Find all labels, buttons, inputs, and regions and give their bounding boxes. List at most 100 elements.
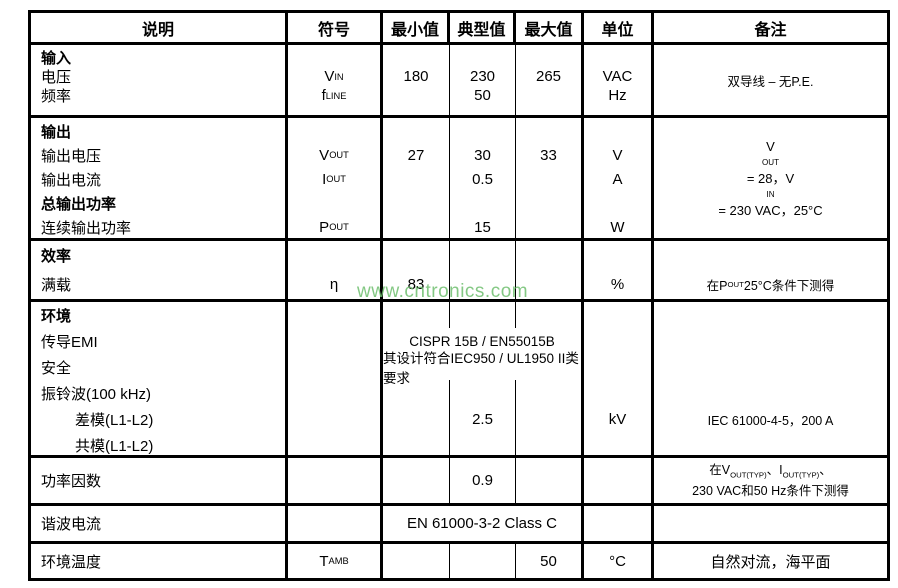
output-cont-power-symbol: P OUT <box>319 218 349 236</box>
power-factor-max-cell <box>516 458 584 503</box>
section-harmonic: 谐波电流 EN 61000-3-2 Class C <box>31 506 887 544</box>
input-voltage-label: 电压 <box>41 69 72 86</box>
ambient-note: 自然对流，海平面 <box>710 553 831 571</box>
output-voltage-unit: V <box>612 146 623 164</box>
output-voltage-label: 输出电压 <box>41 147 102 165</box>
spacer-line <box>288 48 380 67</box>
environment-unit-cell: kV <box>584 302 654 455</box>
input-voltage-max: 265 <box>535 68 562 85</box>
environment-title: 环境 <box>41 307 72 325</box>
input-frequency-label: 频率 <box>41 88 72 105</box>
output-desc-cell: 输出 输出电压 输出电流 总输出功率 连续输出功率 <box>31 118 288 238</box>
output-current-label: 输出电流 <box>41 171 102 189</box>
header-desc: 说明 <box>31 13 288 42</box>
spacer-line <box>584 241 651 270</box>
output-note: V OUT = 28，V IN = 230 VAC，25°C <box>718 138 823 218</box>
output-current-unit: A <box>612 170 623 188</box>
harmonic-symbol-cell <box>288 506 383 541</box>
input-desc-cell: 输入 电压 频率 <box>31 45 288 115</box>
input-frequency-typ: 50 <box>474 87 491 104</box>
ambient-min-cell <box>383 544 450 578</box>
output-cont-power-label: 连续输出功率 <box>41 219 132 237</box>
env-diff-mode-typ: 2.5 <box>472 410 493 428</box>
spacer-line <box>516 48 581 67</box>
output-max-cell: 33 <box>516 118 584 238</box>
env-diff-mode-label: 差模(L1-L2) <box>75 411 154 429</box>
env-ring-wave-label: 振铃波(100 kHz) <box>41 385 152 403</box>
spec-table: 说明 符号 最小值 典型值 最大值 单位 备注 输入 电压 频率 V IN f LI… <box>28 10 890 581</box>
spacer-line <box>654 241 887 270</box>
power-factor-note-line2: 230 VAC和50 Hz条件下测得 <box>692 484 849 499</box>
input-min-cell: 180 <box>383 45 450 115</box>
input-max-cell: 265 <box>516 45 584 115</box>
table-header-row: 说明 符号 最小值 典型值 最大值 单位 备注 <box>31 13 887 45</box>
section-output: 输出 输出电压 输出电流 总输出功率 连续输出功率 V OUT I OUT P OUT… <box>31 118 887 241</box>
ambient-symbol: T AMB <box>288 544 383 578</box>
environment-max-cell <box>516 302 584 455</box>
efficiency-unit-cell: % <box>584 241 654 299</box>
input-voltage-unit: VAC <box>602 68 633 85</box>
input-voltage-typ: 230 <box>469 68 496 85</box>
output-title: 输出 <box>41 123 72 141</box>
env-emi-label: 传导EMI <box>41 333 98 351</box>
output-symbol-cell: V OUT I OUT P OUT <box>288 118 383 238</box>
efficiency-max-cell <box>516 241 584 299</box>
output-current-typ: 0.5 <box>472 170 493 188</box>
env-safety-standard: 其设计符合IEC950 / UL1950 II类要求 <box>383 351 581 386</box>
efficiency-note-cell: 在P OUT 25°C条件下测得 <box>654 241 887 299</box>
power-factor-typ: 0.9 <box>450 458 516 503</box>
section-environment: 环境 传导EMI 安全 振铃波(100 kHz) 差模(L1-L2) 共模(L1… <box>31 302 887 458</box>
section-input: 输入 电压 频率 V IN f LINE 180 230 50 265 <box>31 45 887 118</box>
output-voltage-symbol: V OUT <box>319 146 349 164</box>
spacer-line <box>584 119 651 143</box>
environment-note-cell: IEC 61000-4-5，200 A <box>654 302 887 455</box>
output-cont-power-typ: 15 <box>474 218 491 236</box>
efficiency-unit: % <box>610 276 625 293</box>
harmonic-label: 谐波电流 <box>31 506 288 541</box>
header-max: 最大值 <box>516 13 584 42</box>
watermark-text: www.cntronics.com <box>357 281 529 302</box>
efficiency-title: 效率 <box>41 248 72 265</box>
power-factor-unit-cell <box>584 458 654 503</box>
output-current-symbol: I OUT <box>322 170 346 188</box>
ambient-max: 50 <box>516 544 584 578</box>
output-typ-cell: 30 0.5 15 <box>450 118 516 238</box>
output-voltage-max: 33 <box>540 146 557 164</box>
ambient-unit: °C <box>584 544 654 578</box>
header-notes: 备注 <box>754 21 787 39</box>
ambient-label: 环境温度 <box>31 544 288 578</box>
env-safety-label: 安全 <box>41 359 72 377</box>
efficiency-symbol: η <box>329 276 339 293</box>
output-unit-cell: V A W <box>584 118 654 238</box>
input-frequency-symbol: f LINE <box>321 87 347 104</box>
input-frequency-unit: Hz <box>608 87 627 104</box>
spacer-line <box>383 241 449 270</box>
output-total-power-title: 总输出功率 <box>41 195 117 213</box>
section-power-factor: 功率因数 0.9 在VOUT(TYP)、IOUT(TYP)、 230 VAC和5… <box>31 458 887 506</box>
efficiency-desc-cell: 效率 满载 <box>31 241 288 299</box>
input-symbol-cell: V IN f LINE <box>288 45 383 115</box>
environment-symbol-cell <box>288 302 383 455</box>
input-typ-cell: 230 50 <box>450 45 516 115</box>
header-symbol: 符号 <box>288 13 383 42</box>
ambient-typ-cell <box>450 544 516 578</box>
efficiency-symbol-cell: η <box>288 241 383 299</box>
output-voltage-min: 27 <box>407 146 425 164</box>
spacer-line <box>584 48 651 67</box>
env-emi-standard: CISPR 15B / EN55015B <box>383 328 581 354</box>
spacer-line <box>288 119 380 143</box>
spacer-line <box>383 119 449 143</box>
power-factor-symbol-cell <box>288 458 383 503</box>
env-diff-mode-note: IEC 61000-4-5，200 A <box>707 413 834 428</box>
spacer-line <box>450 119 515 143</box>
section-ambient: 环境温度 T AMB 50 °C 自然对流，海平面 <box>31 544 887 578</box>
env-diff-mode-unit: kV <box>608 410 627 428</box>
input-voltage-symbol: V IN <box>324 68 344 85</box>
efficiency-min-cell: 83 <box>383 241 450 299</box>
environment-desc-cell: 环境 传导EMI 安全 振铃波(100 kHz) 差模(L1-L2) 共模(L1… <box>31 302 288 455</box>
spacer-line <box>450 191 515 215</box>
output-min-cell: 27 <box>383 118 450 238</box>
output-cont-power-unit: W <box>610 218 625 236</box>
input-unit-cell: VAC Hz <box>584 45 654 115</box>
